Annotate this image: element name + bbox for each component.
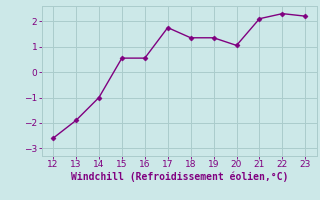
X-axis label: Windchill (Refroidissement éolien,°C): Windchill (Refroidissement éolien,°C) xyxy=(70,172,288,182)
